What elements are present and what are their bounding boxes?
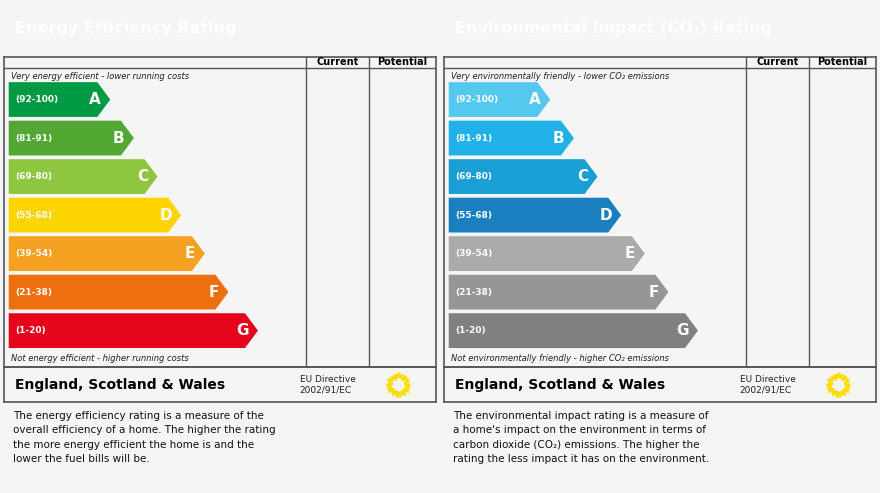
Polygon shape — [9, 236, 205, 271]
Text: B: B — [113, 131, 125, 145]
Text: EU Directive
2002/91/EC: EU Directive 2002/91/EC — [300, 375, 356, 394]
Text: C: C — [577, 169, 588, 184]
Text: Potential: Potential — [378, 57, 428, 67]
Text: Current: Current — [757, 57, 799, 67]
Text: Current: Current — [317, 57, 359, 67]
Text: Potential: Potential — [818, 57, 868, 67]
Text: (39-54): (39-54) — [455, 249, 493, 258]
Polygon shape — [449, 159, 598, 194]
Text: (92-100): (92-100) — [455, 95, 498, 104]
Polygon shape — [449, 198, 621, 233]
Text: B: B — [553, 131, 565, 145]
Text: (81-91): (81-91) — [455, 134, 492, 142]
Text: The environmental impact rating is a measure of
a home's impact on the environme: The environmental impact rating is a mea… — [453, 411, 709, 464]
Text: Environmental Impact (CO₂) Rating: Environmental Impact (CO₂) Rating — [455, 21, 772, 36]
Text: (1-20): (1-20) — [15, 326, 46, 335]
Polygon shape — [449, 275, 669, 310]
Text: (55-68): (55-68) — [455, 211, 492, 219]
Text: (55-68): (55-68) — [15, 211, 52, 219]
Text: Not energy efficient - higher running costs: Not energy efficient - higher running co… — [11, 354, 188, 363]
Text: D: D — [160, 208, 172, 223]
Text: (92-100): (92-100) — [15, 95, 58, 104]
Text: (69-80): (69-80) — [455, 172, 492, 181]
Text: G: G — [677, 323, 689, 338]
Text: C: C — [137, 169, 148, 184]
Text: Energy Efficiency Rating: Energy Efficiency Rating — [15, 21, 237, 36]
Text: (1-20): (1-20) — [455, 326, 486, 335]
Text: The energy efficiency rating is a measure of the
overall efficiency of a home. T: The energy efficiency rating is a measur… — [13, 411, 275, 464]
Polygon shape — [9, 313, 258, 348]
Polygon shape — [9, 121, 134, 155]
Text: E: E — [625, 246, 634, 261]
Polygon shape — [449, 121, 574, 155]
Text: E: E — [185, 246, 194, 261]
Text: D: D — [600, 208, 612, 223]
Text: A: A — [89, 92, 101, 107]
Polygon shape — [449, 236, 645, 271]
Polygon shape — [9, 82, 110, 117]
Text: (69-80): (69-80) — [15, 172, 52, 181]
Text: (81-91): (81-91) — [15, 134, 52, 142]
Polygon shape — [9, 198, 181, 233]
Text: F: F — [649, 284, 658, 300]
Text: (21-38): (21-38) — [455, 287, 492, 297]
Text: England, Scotland & Wales: England, Scotland & Wales — [455, 378, 665, 391]
Polygon shape — [9, 159, 158, 194]
Text: (21-38): (21-38) — [15, 287, 52, 297]
Polygon shape — [9, 275, 229, 310]
Polygon shape — [449, 313, 698, 348]
Polygon shape — [449, 82, 550, 117]
Text: Not environmentally friendly - higher CO₂ emissions: Not environmentally friendly - higher CO… — [451, 354, 669, 363]
Text: A: A — [529, 92, 541, 107]
Text: (39-54): (39-54) — [15, 249, 53, 258]
Text: Very environmentally friendly - lower CO₂ emissions: Very environmentally friendly - lower CO… — [451, 72, 669, 81]
Text: F: F — [209, 284, 218, 300]
Text: Very energy efficient - lower running costs: Very energy efficient - lower running co… — [11, 72, 189, 81]
Text: G: G — [237, 323, 249, 338]
Text: England, Scotland & Wales: England, Scotland & Wales — [15, 378, 225, 391]
Text: EU Directive
2002/91/EC: EU Directive 2002/91/EC — [740, 375, 796, 394]
